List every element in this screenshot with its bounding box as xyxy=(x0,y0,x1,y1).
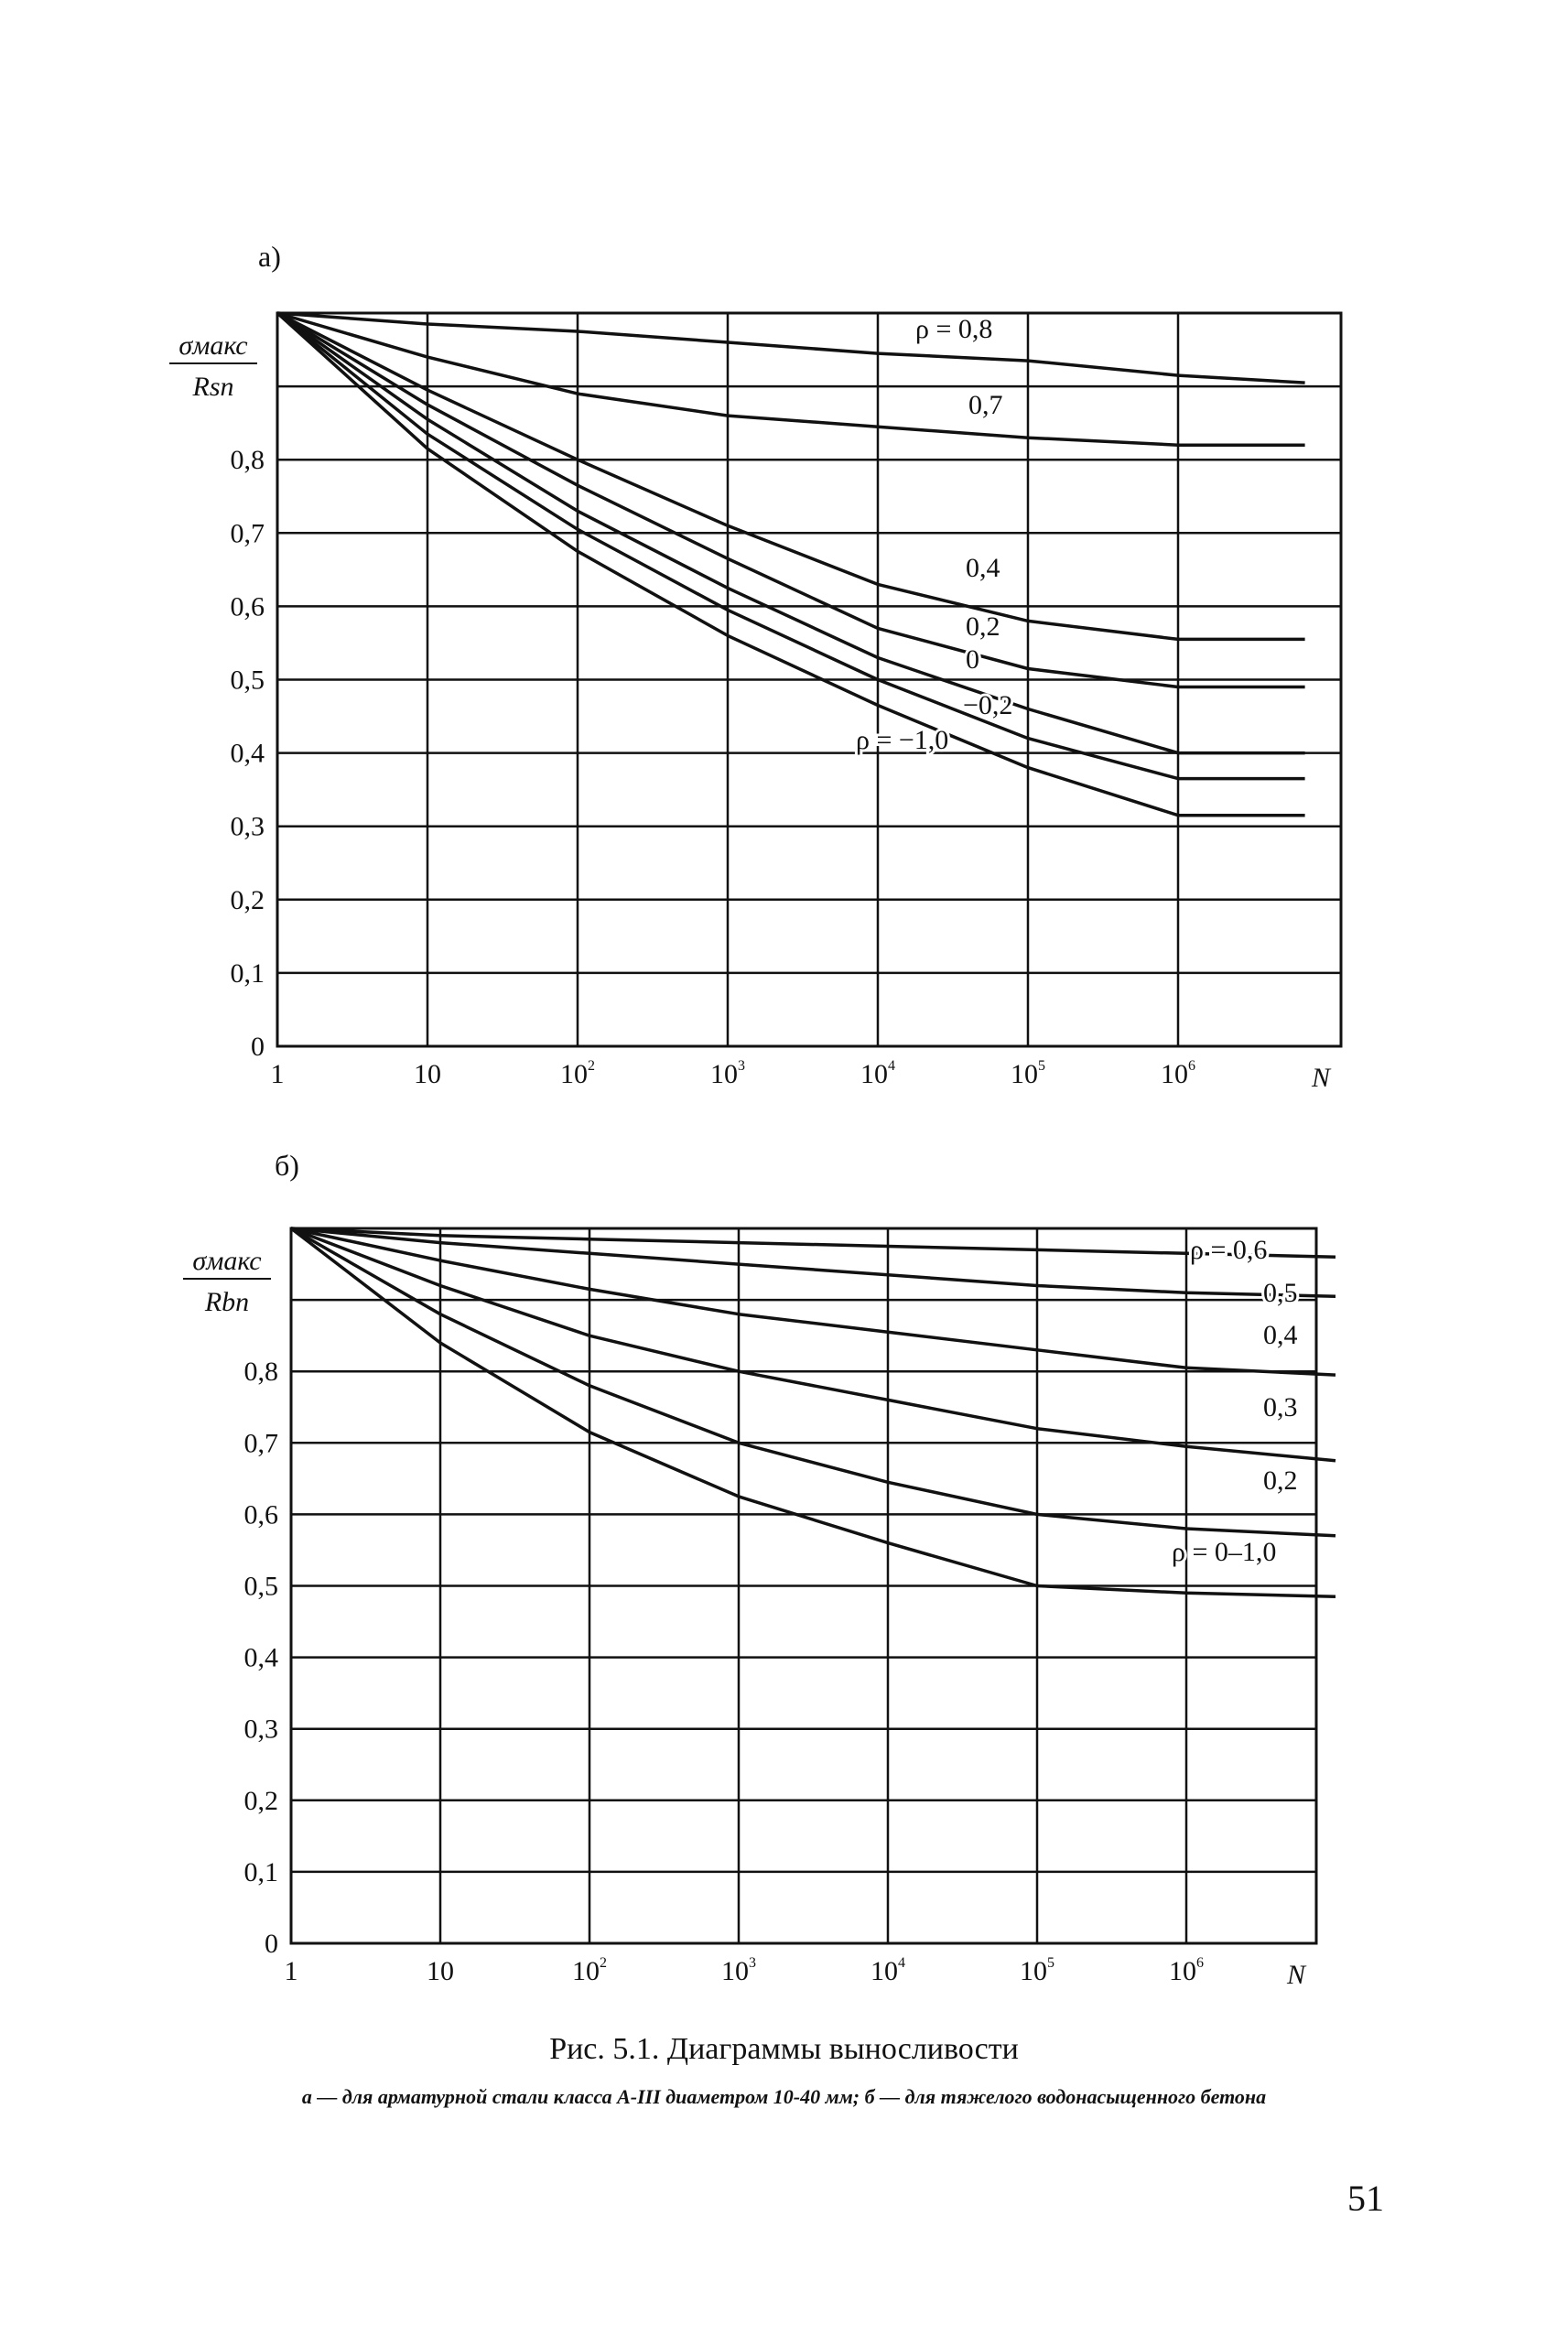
y-tick-label: 0,5 xyxy=(244,1572,279,1602)
x-tick-label: 102 xyxy=(572,1955,607,1986)
series-line xyxy=(276,311,1305,781)
x-axis-label: N xyxy=(1311,1063,1332,1093)
series-label: ρ = 0–1,0 xyxy=(1172,1537,1276,1567)
y-tick-label: 0,6 xyxy=(231,591,265,622)
panel-b-label: б) xyxy=(275,1149,299,1182)
series-line xyxy=(290,1227,1336,1377)
x-tick-label: 105 xyxy=(1020,1955,1054,1986)
series-line xyxy=(276,311,1305,755)
series-line xyxy=(276,311,1305,447)
chart-b-fatigue-concrete: 0 0,1 0,2 0,3 0,4 0,5 0,6 0,7 0,8 1 10 102 103 104 105… xyxy=(183,1227,1336,1990)
y-label-denominator: Rbn xyxy=(204,1287,249,1317)
figure-caption-subtitle: а — для арматурной стали класса А-III ди… xyxy=(301,2085,1267,2108)
x-tick-label: 104 xyxy=(871,1955,905,1986)
y-tick-label: 0,8 xyxy=(244,1357,279,1387)
x-tick-label: 106 xyxy=(1161,1058,1195,1089)
series-line xyxy=(290,1227,1336,1259)
series-label: −0,2 xyxy=(963,690,1012,720)
x-tick-label: 103 xyxy=(721,1955,756,1986)
series-line xyxy=(276,311,1305,384)
series-line xyxy=(276,311,1305,817)
x-tick-label: 1 xyxy=(285,1956,298,1986)
x-tick-label: 10 xyxy=(414,1059,441,1089)
y-tick-label: 0,8 xyxy=(231,445,265,475)
y-tick-label: 0,3 xyxy=(244,1714,279,1745)
y-tick-label: 0,1 xyxy=(231,958,265,989)
y-tick-label: 0,6 xyxy=(244,1499,279,1530)
series-label: 0,3 xyxy=(1263,1392,1298,1422)
series-line xyxy=(289,1227,1336,1598)
y-tick-label: 0,5 xyxy=(231,665,265,696)
series-label: ρ = 0,6 xyxy=(1190,1235,1267,1265)
x-tick-label: 105 xyxy=(1011,1058,1045,1089)
figure-caption-title: Рис. 5.1. Диаграммы выносливости xyxy=(549,2032,1019,2066)
y-label-numerator: σмакс xyxy=(192,1246,261,1276)
series-label: 0,4 xyxy=(966,553,1000,583)
series-label: 0,4 xyxy=(1263,1320,1298,1350)
x-tick-label: 102 xyxy=(560,1058,595,1089)
series-label: 0,5 xyxy=(1263,1278,1298,1308)
x-tick-label: 1 xyxy=(271,1059,285,1089)
x-tick-label: 106 xyxy=(1169,1955,1204,1986)
y-tick-label: 0,7 xyxy=(244,1428,279,1458)
series-line xyxy=(290,1227,1336,1298)
y-axis-label: σмакс Rsn xyxy=(169,330,257,402)
y-label-numerator: σмакс xyxy=(178,330,247,361)
panel-a-label: а) xyxy=(258,240,281,273)
page-number: 51 xyxy=(1347,2178,1384,2219)
x-axis-label: N xyxy=(1286,1960,1307,1990)
y-tick-label: 0,3 xyxy=(231,812,265,842)
y-tick-label: 0,1 xyxy=(244,1857,279,1887)
series-line xyxy=(276,311,1305,642)
plot-area xyxy=(276,311,1343,1048)
y-tick-label: 0,7 xyxy=(231,518,265,548)
y-tick-label: 0,2 xyxy=(244,1786,279,1816)
y-tick-label: 0,4 xyxy=(231,739,265,769)
y-tick-label: 0 xyxy=(265,1929,278,1959)
series-label: 0,2 xyxy=(1263,1465,1298,1496)
x-tick-label: 10 xyxy=(427,1956,454,1986)
series-label: ρ = 0,8 xyxy=(915,314,992,344)
y-tick-label: 0 xyxy=(251,1032,265,1062)
y-label-denominator: Rsn xyxy=(192,372,234,402)
x-tick-label: 103 xyxy=(710,1058,745,1089)
series-line xyxy=(276,311,1305,689)
series-line xyxy=(290,1227,1336,1463)
y-axis-label: σмакс Rbn xyxy=(183,1246,271,1317)
y-tick-label: 0,2 xyxy=(231,885,265,915)
series-label: ρ = −1,0 xyxy=(856,725,948,755)
series-label: 0 xyxy=(966,644,979,675)
chart-a-fatigue-rebar: 0 0,1 0,2 0,3 0,4 0,5 0,6 0,7 0,8 1 10 102 103 104 105… xyxy=(169,311,1343,1093)
series-label: 0,2 xyxy=(966,611,1000,642)
y-tick-label: 0,4 xyxy=(244,1643,279,1673)
x-tick-label: 104 xyxy=(860,1058,895,1089)
series-label: 0,7 xyxy=(968,390,1003,420)
series-line xyxy=(290,1227,1336,1538)
plot-area xyxy=(289,1227,1318,1945)
